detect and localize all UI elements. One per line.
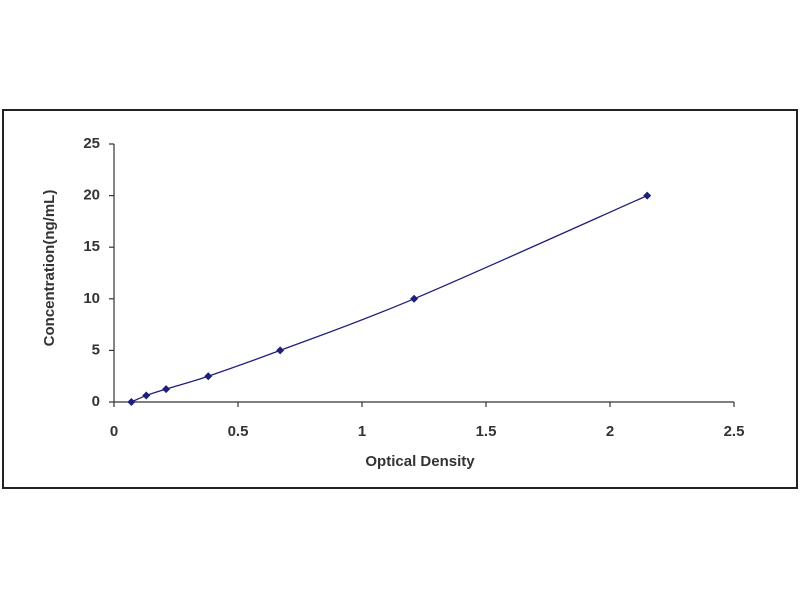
data-point: [142, 391, 151, 400]
data-point: [276, 346, 285, 355]
x-tick-label: 2.5: [724, 423, 745, 440]
x-tick-label: 2: [606, 423, 614, 440]
y-tick-label: 15: [83, 238, 100, 255]
x-tick-label: 1.5: [476, 423, 497, 440]
x-tick-label: 1: [358, 423, 366, 440]
y-tick-label: 0: [92, 393, 100, 410]
data-point: [643, 191, 652, 200]
data-point: [204, 372, 213, 381]
x-tick-label: 0.5: [228, 423, 249, 440]
y-tick-label: 5: [92, 341, 100, 358]
data-point: [162, 385, 171, 394]
x-tick-label: 0: [110, 423, 118, 440]
x-axis-label: Optical Density: [365, 453, 475, 470]
chart-frame: [2, 109, 798, 489]
y-tick-label: 25: [83, 135, 100, 152]
data-point: [127, 398, 136, 406]
y-axis-label: Concentration(ng/mL): [41, 190, 58, 347]
y-tick-label: 20: [83, 187, 100, 204]
data-point: [410, 294, 419, 303]
y-tick-label: 10: [83, 290, 100, 307]
